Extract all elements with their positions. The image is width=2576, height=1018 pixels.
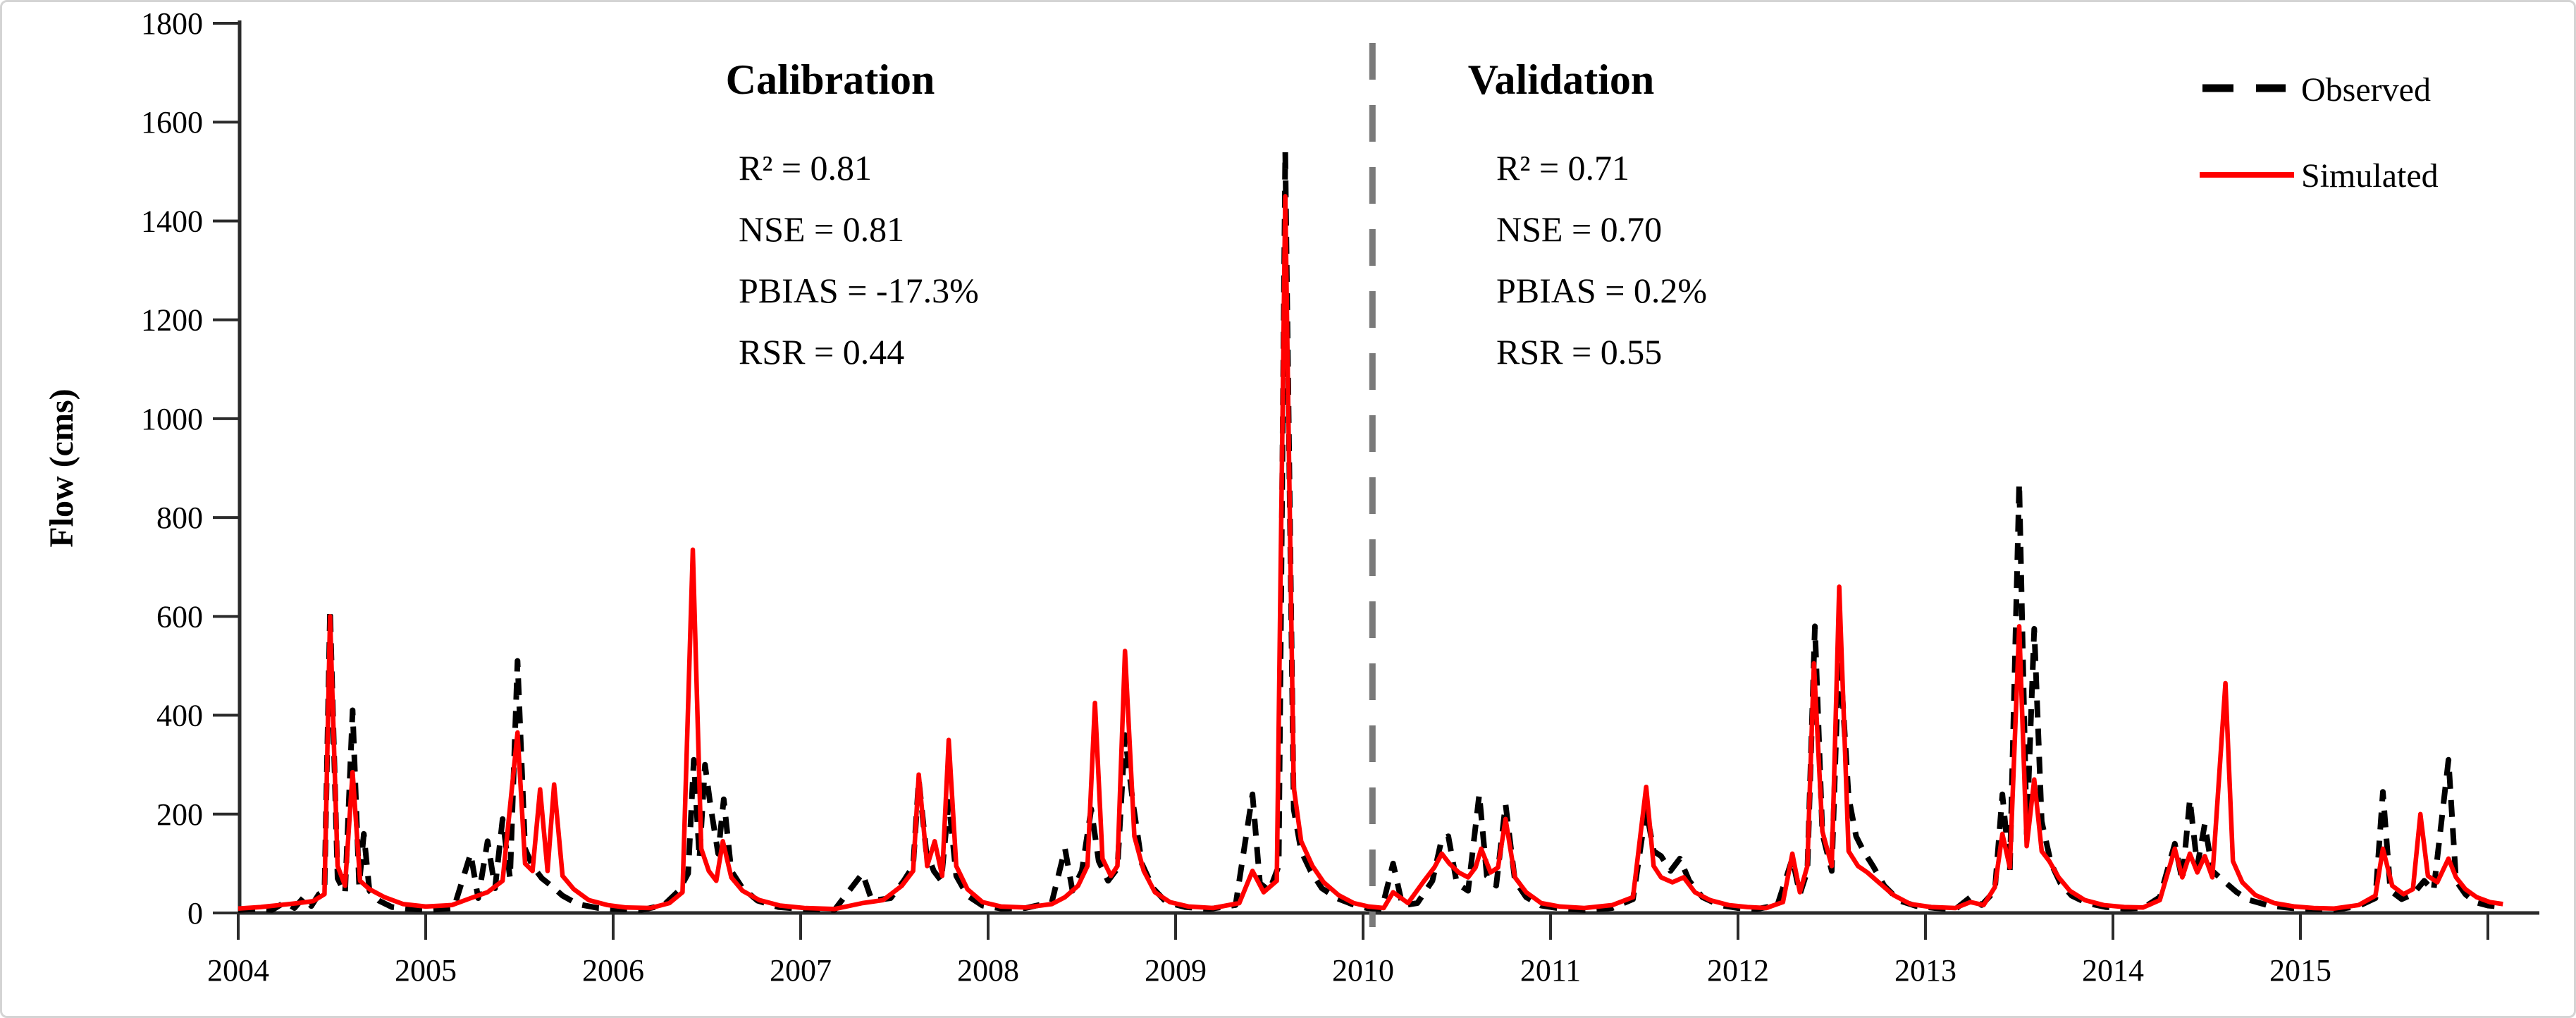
validation-stat-r2: R² = 0.71 xyxy=(1496,148,1629,188)
legend-observed-label: Observed xyxy=(2301,71,2431,109)
x-tick-label: 2012 xyxy=(1707,953,1769,988)
x-tick-label: 2010 xyxy=(1332,953,1394,988)
validation-annotation: Validation R² = 0.71 NSE = 0.70 PBIAS = … xyxy=(1468,56,1707,372)
x-tick-label: 2005 xyxy=(395,953,457,988)
y-tick-label: 0 xyxy=(187,896,203,931)
x-tick-label: 2006 xyxy=(582,953,644,988)
x-tick-label: 2015 xyxy=(2269,953,2331,988)
x-tick-label: 2009 xyxy=(1145,953,1207,988)
y-tick-label: 600 xyxy=(156,599,203,634)
validation-title: Validation xyxy=(1468,56,1655,103)
y-tick-label: 1600 xyxy=(141,105,203,140)
x-tick-label: 2011 xyxy=(1520,953,1581,988)
validation-stat-nse: NSE = 0.70 xyxy=(1496,209,1662,249)
validation-stat-rsr: RSR = 0.55 xyxy=(1496,332,1662,372)
calibration-stat-pbias: PBIAS = -17.3% xyxy=(739,271,979,310)
calibration-annotation: Calibration R² = 0.81 NSE = 0.81 PBIAS =… xyxy=(726,56,979,372)
x-tick-label: 2008 xyxy=(957,953,1019,988)
x-tick-label: 2004 xyxy=(207,953,269,988)
calibration-stat-rsr: RSR = 0.44 xyxy=(739,332,904,372)
observed-line xyxy=(238,149,2503,913)
simulated-line xyxy=(238,194,2503,912)
legend-simulated-label: Simulated xyxy=(2301,157,2439,195)
calibration-stat-r2: R² = 0.81 xyxy=(739,148,872,188)
validation-stat-pbias: PBIAS = 0.2% xyxy=(1496,271,1707,310)
y-tick-label: 400 xyxy=(156,699,203,733)
y-axis-title: Flow (cms) xyxy=(43,388,80,547)
axes xyxy=(238,20,2539,915)
calibration-stat-nse: NSE = 0.81 xyxy=(739,209,904,249)
y-axis-ticks: 0 200 400 600 800 1000 1200 1400 1600 1800 xyxy=(141,6,240,931)
legend: Observed Simulated xyxy=(2200,71,2439,195)
x-axis-ticks: 2004 2005 2006 2007 2008 2009 2010 2011 2012 2013… xyxy=(207,913,2489,988)
calibration-title: Calibration xyxy=(726,56,935,103)
y-tick-label: 1800 xyxy=(141,6,203,41)
series-group xyxy=(238,149,2503,913)
x-tick-label: 2007 xyxy=(770,953,832,988)
y-tick-label: 1200 xyxy=(141,303,203,338)
x-tick-label: 2014 xyxy=(2082,953,2144,988)
y-tick-label: 800 xyxy=(156,501,203,535)
x-tick-label: 2013 xyxy=(1894,953,1956,988)
y-tick-label: 1400 xyxy=(141,204,203,238)
y-tick-label: 1000 xyxy=(141,402,203,436)
y-tick-label: 200 xyxy=(156,797,203,832)
